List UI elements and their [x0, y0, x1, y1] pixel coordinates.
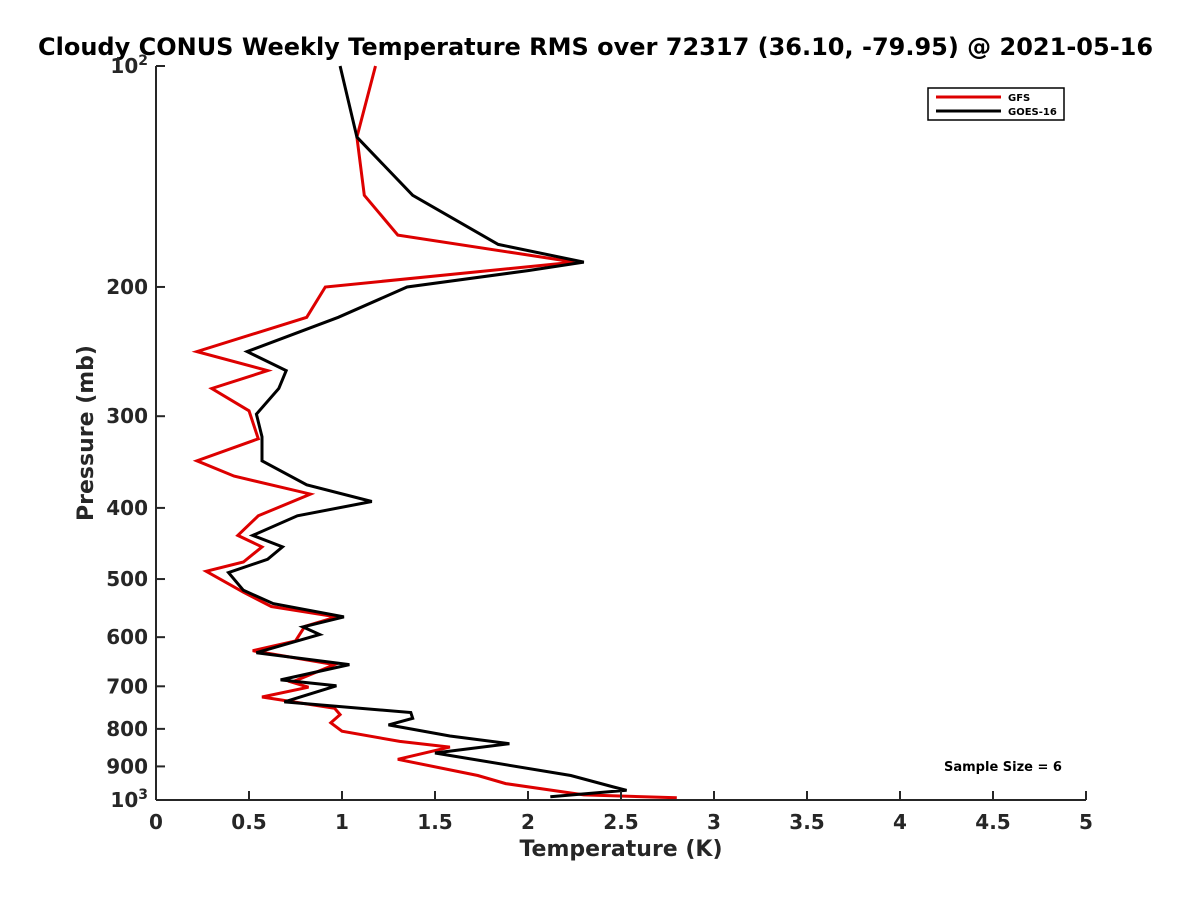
y-axis-label: Pressure (mb): [74, 345, 99, 521]
y-tick-label: 102: [110, 53, 148, 78]
x-tick-label: 1: [335, 810, 349, 834]
y-tick-label: 200: [106, 275, 148, 299]
sample-size-annotation: Sample Size = 6: [944, 760, 1062, 775]
y-tick-label: 600: [106, 625, 148, 649]
legend-box: [927, 87, 1065, 121]
y-tick-label: 900: [106, 754, 148, 778]
x-tick-label: 4: [893, 810, 907, 834]
legend-label-goes-16: GOES-16: [1008, 107, 1057, 118]
chart-title: Cloudy CONUS Weekly Temperature RMS over…: [38, 33, 1153, 61]
series-line-gfs: [191, 65, 677, 800]
plot-marks: [191, 65, 677, 800]
x-tick-label: 2.5: [603, 810, 638, 834]
x-tick-label: 1.5: [417, 810, 452, 834]
y-tick-label: 300: [106, 404, 148, 428]
legend: GFS GOES-16: [927, 87, 1065, 121]
x-tick-label: 3.5: [789, 810, 824, 834]
legend-label-gfs: GFS: [1008, 93, 1030, 104]
x-tick-label: 4.5: [975, 810, 1010, 834]
x-tick-label: 0.5: [231, 810, 266, 834]
x-tick-label: 5: [1079, 810, 1093, 834]
x-tick-label: 2: [521, 810, 535, 834]
series-line-goes-16: [225, 65, 627, 799]
y-tick-label: 500: [106, 567, 148, 591]
y-tick-label: 400: [106, 496, 148, 520]
y-tick-label: 700: [106, 674, 148, 698]
axes: 0 0.5 1 1.5 2 2.5 3 3.5 4 4.5 5 102 200 300 400 500 600 7…: [106, 53, 1093, 834]
x-tick-label: 3: [707, 810, 721, 834]
x-tick-label: 0: [149, 810, 163, 834]
y-tick-label: 800: [106, 717, 148, 741]
x-axis-label: Temperature (K): [519, 837, 722, 862]
y-tick-label: 103: [110, 787, 148, 812]
